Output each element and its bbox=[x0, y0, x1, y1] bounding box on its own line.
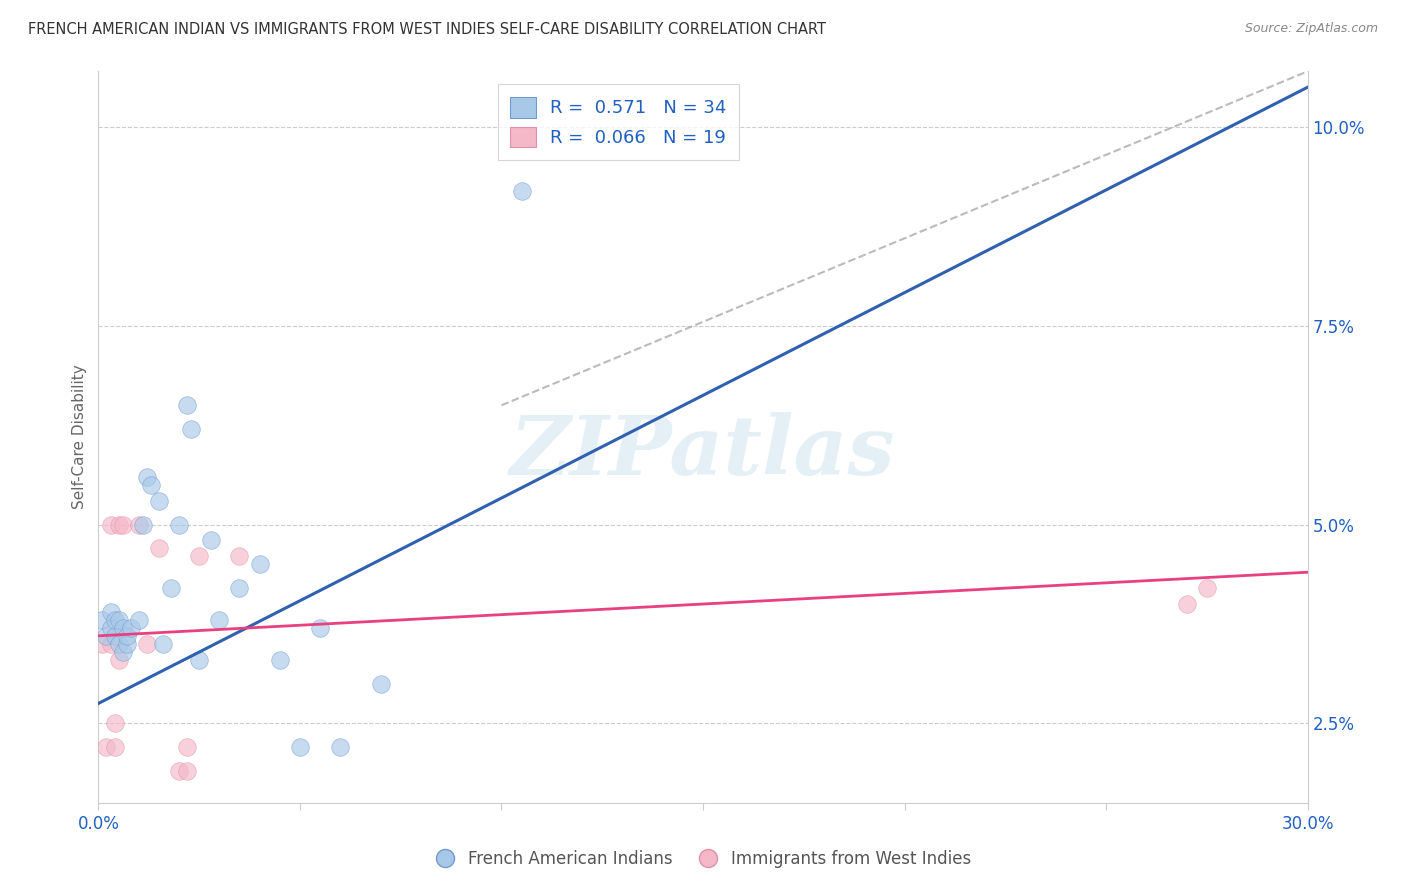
Point bbox=[103, 716, 125, 731]
Point bbox=[1195, 581, 1218, 595]
Point bbox=[128, 613, 150, 627]
Point bbox=[91, 613, 114, 627]
Point bbox=[188, 549, 211, 564]
Point bbox=[135, 637, 157, 651]
Point bbox=[100, 605, 122, 619]
Point bbox=[249, 558, 271, 572]
Point bbox=[100, 637, 122, 651]
Point bbox=[208, 613, 231, 627]
Point bbox=[176, 764, 198, 778]
Point bbox=[309, 621, 332, 635]
Point bbox=[135, 470, 157, 484]
Point bbox=[103, 613, 125, 627]
Text: FRENCH AMERICAN INDIAN VS IMMIGRANTS FROM WEST INDIES SELF-CARE DISABILITY CORRE: FRENCH AMERICAN INDIAN VS IMMIGRANTS FRO… bbox=[28, 22, 827, 37]
Point bbox=[100, 621, 122, 635]
Point bbox=[269, 653, 291, 667]
Point bbox=[228, 549, 250, 564]
Point bbox=[103, 629, 125, 643]
Point bbox=[167, 517, 190, 532]
Point bbox=[111, 645, 134, 659]
Point bbox=[120, 621, 142, 635]
Point bbox=[200, 533, 222, 548]
Point bbox=[188, 653, 211, 667]
Legend: French American Indians, Immigrants from West Indies: French American Indians, Immigrants from… bbox=[427, 844, 979, 875]
Text: ZIPatlas: ZIPatlas bbox=[510, 412, 896, 491]
Point bbox=[132, 517, 155, 532]
Point bbox=[115, 629, 138, 643]
Point bbox=[107, 613, 129, 627]
Point bbox=[160, 581, 183, 595]
Point bbox=[107, 653, 129, 667]
Point bbox=[96, 740, 118, 755]
Legend: R =  0.571   N = 34, R =  0.066   N = 19: R = 0.571 N = 34, R = 0.066 N = 19 bbox=[498, 84, 740, 160]
Point bbox=[228, 581, 250, 595]
Point bbox=[103, 740, 125, 755]
Point bbox=[152, 637, 174, 651]
Point bbox=[176, 740, 198, 755]
Point bbox=[180, 422, 202, 436]
Point bbox=[148, 541, 170, 556]
Point bbox=[288, 740, 311, 755]
Point bbox=[167, 764, 190, 778]
Point bbox=[96, 629, 118, 643]
Point bbox=[370, 676, 392, 690]
Point bbox=[107, 517, 129, 532]
Point bbox=[148, 493, 170, 508]
Point bbox=[107, 637, 129, 651]
Point bbox=[510, 184, 533, 198]
Point bbox=[115, 637, 138, 651]
Point bbox=[111, 621, 134, 635]
Point bbox=[128, 517, 150, 532]
Point bbox=[1175, 597, 1198, 611]
Point bbox=[111, 517, 134, 532]
Point bbox=[91, 637, 114, 651]
Point bbox=[329, 740, 352, 755]
Point bbox=[100, 517, 122, 532]
Text: Source: ZipAtlas.com: Source: ZipAtlas.com bbox=[1244, 22, 1378, 36]
Y-axis label: Self-Care Disability: Self-Care Disability bbox=[72, 365, 87, 509]
Point bbox=[176, 398, 198, 412]
Point bbox=[139, 477, 162, 491]
